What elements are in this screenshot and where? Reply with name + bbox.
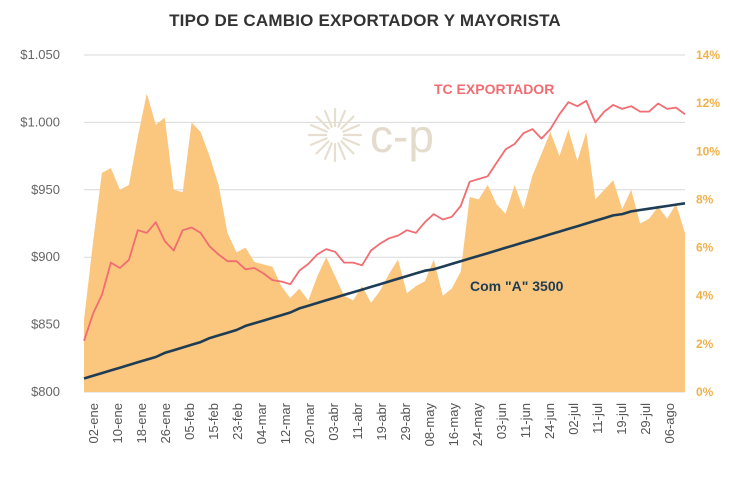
tc-exportador-line <box>83 99 686 342</box>
right-axis: 0% 2% 4% 6% 8% 10% 12% 14% <box>696 48 720 399</box>
x-tick-label: 02-jul <box>566 403 581 435</box>
right-tick-label: 12% <box>696 96 720 110</box>
sunburst-ray <box>315 140 330 155</box>
x-tick-label: 12-mar <box>278 402 293 444</box>
x-tick-label: 11-jun <box>518 403 533 438</box>
right-tick-label: 10% <box>696 144 720 158</box>
x-tick-label: 06-ago <box>662 403 677 443</box>
cp-logo: c-p <box>307 107 434 163</box>
lines-layer <box>83 99 686 380</box>
sunburst-ray <box>337 109 346 128</box>
logo-text: c-p <box>370 110 434 162</box>
x-tick-label: 20-mar <box>302 402 317 444</box>
left-tick-label: $900 <box>31 249 60 264</box>
x-tick-label: 19-abr <box>374 402 389 440</box>
x-tick-label: 26-ene <box>158 403 173 443</box>
sunburst-ray <box>309 137 328 146</box>
x-tick-label: 04-mar <box>254 402 269 444</box>
x-axis: 02-ene 10-ene 18-ene 26-ene 05-feb 15-feb 23-f… <box>86 402 677 446</box>
x-tick-label: 18-ene <box>134 403 149 443</box>
sunburst-ray <box>315 115 330 130</box>
left-tick-label: $800 <box>31 384 60 399</box>
com-a-3500-line <box>83 202 686 380</box>
x-tick-label: 11-abr <box>350 402 365 439</box>
left-axis: $800 $850 $900 $950 $1.000 $1.050 <box>20 47 60 399</box>
sunburst-ray <box>342 123 361 133</box>
brecha-area <box>84 93 685 392</box>
x-tick-label: 23-feb <box>230 403 245 440</box>
x-tick-label: 05-feb <box>182 403 197 440</box>
left-tick-label: $1.000 <box>20 114 60 129</box>
sunburst-ray <box>324 142 333 161</box>
x-tick-label: 03-jun <box>494 403 509 439</box>
sunburst-ray <box>342 137 361 146</box>
sunburst-ray <box>309 123 328 133</box>
x-tick-label: 15-feb <box>206 403 221 440</box>
x-tick-label: 24-jun <box>542 403 557 439</box>
com-a-3500-label: Com "A" 3500 <box>470 278 564 294</box>
x-tick-label: 10-ene <box>110 403 125 443</box>
x-tick-label: 03-abr <box>326 402 341 440</box>
sunburst-ray <box>324 109 333 128</box>
left-tick-label: $950 <box>31 182 60 197</box>
sunburst-ray <box>340 140 355 155</box>
left-tick-label: $1.050 <box>20 47 60 62</box>
sunburst-icon <box>307 107 363 163</box>
right-tick-label: 4% <box>696 289 714 303</box>
x-tick-label: 29-abr <box>398 402 413 440</box>
right-tick-label: 2% <box>696 337 714 351</box>
right-tick-label: 6% <box>696 241 714 255</box>
tc-exportador-label: TC EXPORTADOR <box>434 81 554 97</box>
x-tick-label: 02-ene <box>86 403 101 443</box>
right-tick-label: 0% <box>696 385 714 399</box>
x-tick-label: 29-jul <box>638 403 653 435</box>
x-tick-label: 16-may <box>446 403 461 447</box>
left-tick-label: $850 <box>31 317 60 332</box>
x-tick-label: 08-may <box>422 403 437 447</box>
right-tick-label: 8% <box>696 192 714 206</box>
sunburst-ray <box>340 115 355 130</box>
x-tick-label: 19-jul <box>614 403 629 435</box>
chart-title: TIPO DE CAMBIO EXPORTADOR Y MAYORISTA <box>169 11 561 30</box>
sunburst-ray <box>337 142 346 161</box>
right-tick-label: 14% <box>696 48 720 62</box>
x-tick-label: 11-jul <box>590 403 605 434</box>
brecha-area-layer <box>84 93 685 392</box>
x-tick-label: 24-may <box>470 403 485 447</box>
